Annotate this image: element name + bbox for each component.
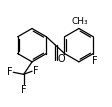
Text: F: F <box>21 85 27 95</box>
Text: O: O <box>58 54 65 64</box>
Text: F: F <box>7 67 12 77</box>
Text: F: F <box>92 56 97 66</box>
Text: F: F <box>33 66 39 76</box>
Text: CH₃: CH₃ <box>72 17 88 26</box>
